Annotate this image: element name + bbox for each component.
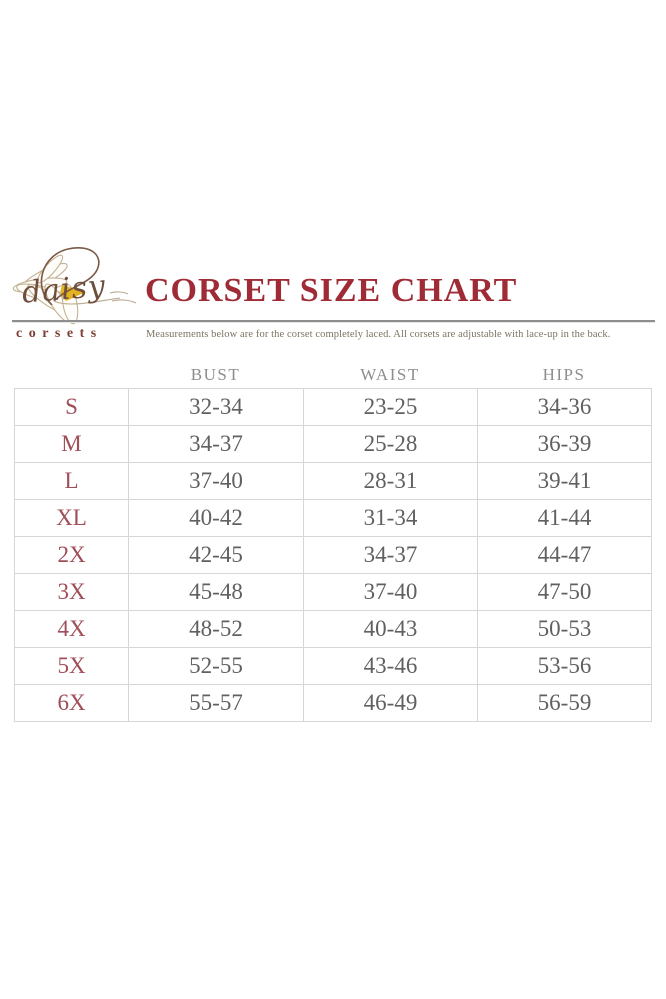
- table-row: 3X 45-48 37-40 47-50: [14, 573, 652, 611]
- waist-value: 23-25: [303, 388, 478, 426]
- hips-value: 56-59: [477, 684, 652, 722]
- subtitle-note: Measurements below are for the corset co…: [146, 329, 611, 340]
- hips-value: 44-47: [477, 536, 652, 574]
- hips-value: 50-53: [477, 610, 652, 648]
- table-row: XL 40-42 31-34 41-44: [14, 499, 652, 537]
- waist-value: 40-43: [303, 610, 478, 648]
- table-row: 5X 52-55 43-46 53-56: [14, 647, 652, 685]
- hips-value: 53-56: [477, 647, 652, 685]
- bust-value: 55-57: [128, 684, 304, 722]
- size-label: L: [14, 462, 129, 500]
- bust-value: 34-37: [128, 425, 304, 463]
- bust-value: 32-34: [128, 388, 304, 426]
- table-row: 4X 48-52 40-43 50-53: [14, 610, 652, 648]
- bust-value: 52-55: [128, 647, 304, 685]
- table-row: M 34-37 25-28 36-39: [14, 425, 652, 463]
- size-label: 5X: [14, 647, 129, 685]
- logo-script-text: daisy: [21, 269, 108, 311]
- size-label: 3X: [14, 573, 129, 611]
- daisy-logo: daisy: [12, 247, 137, 325]
- column-header-waist: WAIST: [360, 365, 420, 384]
- header-divider: [12, 320, 655, 323]
- size-label: M: [14, 425, 129, 463]
- table-row: 6X 55-57 46-49 56-59: [14, 684, 652, 722]
- hips-value: 39-41: [477, 462, 652, 500]
- waist-value: 46-49: [303, 684, 478, 722]
- bust-value: 37-40: [128, 462, 304, 500]
- column-header-bust: BUST: [190, 365, 241, 384]
- table-row: S 32-34 23-25 34-36: [14, 388, 652, 426]
- daisy-center-shape: [60, 285, 86, 301]
- bust-value: 45-48: [128, 573, 304, 611]
- logo-loop-flourish: [40, 247, 100, 306]
- waist-value: 34-37: [303, 536, 478, 574]
- size-table: S 32-34 23-25 34-36 M 34-37 25-28 36-39 …: [14, 388, 652, 722]
- table-row: L 37-40 28-31 39-41: [14, 462, 652, 500]
- waist-value: 43-46: [303, 647, 478, 685]
- waist-value: 31-34: [303, 499, 478, 537]
- bust-value: 40-42: [128, 499, 304, 537]
- size-label: 6X: [14, 684, 129, 722]
- size-label: S: [14, 388, 129, 426]
- bust-value: 42-45: [128, 536, 304, 574]
- column-header-hips: HIPS: [542, 365, 586, 384]
- waist-value: 37-40: [303, 573, 478, 611]
- logo-tail-flourish: [53, 291, 137, 305]
- size-label: XL: [14, 499, 129, 537]
- waist-value: 25-28: [303, 425, 478, 463]
- hips-value: 36-39: [477, 425, 652, 463]
- size-label: 4X: [14, 610, 129, 648]
- size-label: 2X: [14, 536, 129, 574]
- hips-value: 47-50: [477, 573, 652, 611]
- waist-value: 28-31: [303, 462, 478, 500]
- logo-wordmark: corsets: [16, 326, 103, 341]
- table-row: 2X 42-45 34-37 44-47: [14, 536, 652, 574]
- hips-value: 41-44: [477, 499, 652, 537]
- hips-value: 34-36: [477, 388, 652, 426]
- page-title: CORSET SIZE CHART: [145, 272, 518, 309]
- bust-value: 48-52: [128, 610, 304, 648]
